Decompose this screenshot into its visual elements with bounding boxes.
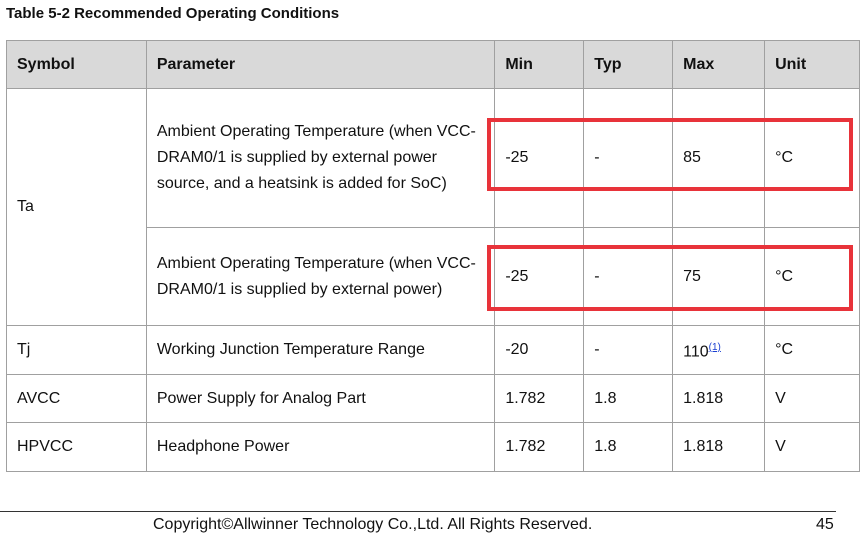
min: 1.782: [505, 389, 546, 407]
typ: 1.8: [594, 389, 617, 407]
unit-cell: V: [764, 374, 860, 423]
unit: °C: [775, 267, 794, 285]
table-row: AVCC Power Supply for Analog Part 1.782 1.8…: [6, 374, 860, 423]
header-cell: Max: [672, 40, 766, 89]
typ-cell: 1.8: [583, 422, 674, 472]
page-number: 45: [816, 516, 834, 533]
max-cell: 110(1): [672, 325, 766, 375]
parameter: Ambient Operating Temperature (when VCC-…: [156, 254, 476, 298]
highlight-box: [487, 245, 853, 311]
header-cell: Typ: [583, 40, 674, 89]
unit: V: [775, 438, 786, 455]
max: 1.818: [683, 389, 724, 407]
symbol-cell: Ta: [6, 88, 147, 326]
table-row: Tj Working Junction Temperature Range -20 -…: [6, 325, 860, 375]
typ: -: [594, 267, 600, 285]
min-cell: -20: [494, 325, 585, 375]
footer-rule: [0, 511, 836, 512]
unit: °C: [775, 341, 794, 358]
parameter: Headphone Power: [156, 438, 290, 455]
parameter-cell: Working Junction Temperature Range: [145, 325, 496, 375]
parameter: Working Junction Temperature Range: [156, 341, 425, 358]
max: 110: [683, 343, 709, 361]
max: 75: [683, 267, 701, 285]
min-cell: 1.782: [494, 374, 585, 423]
header-cell: Parameter: [145, 40, 496, 89]
min: -25: [505, 149, 529, 166]
min: -20: [505, 341, 529, 358]
parameter: Ambient Operating Temperature (when VCC-…: [156, 123, 476, 192]
table-row: HPVCC Headphone Power 1.782 1.8 1.818 V: [6, 422, 860, 472]
typ: -: [594, 341, 600, 358]
min: -25: [505, 267, 529, 285]
typ: -: [594, 149, 600, 166]
header-cell: Symbol: [6, 40, 147, 89]
unit: V: [775, 389, 786, 407]
parameter-cell: Ambient Operating Temperature (when VCC-…: [145, 227, 496, 326]
parameter-cell: Power Supply for Analog Part: [145, 374, 496, 423]
typ-cell: -: [583, 88, 674, 228]
table-row: Ta Ambient Operating Temperature (when VC…: [6, 88, 860, 326]
copyright: Copyright©Allwinner Technology Co.,Ltd. …: [153, 516, 593, 533]
unit-cell: °C: [764, 325, 860, 375]
typ-cell: -: [583, 325, 674, 375]
max: 85: [683, 149, 701, 166]
symbol-cell: HPVCC: [6, 422, 147, 472]
unit-cell: °C: [764, 88, 860, 228]
footnote-ref: (1): [708, 341, 721, 353]
max-cell: 1.818: [672, 422, 766, 472]
min: 1.782: [505, 438, 546, 455]
unit-cell: V: [764, 422, 860, 472]
highlight-box: [487, 118, 853, 191]
typ: 1.8: [594, 438, 617, 455]
header-cell: Min: [494, 40, 585, 89]
parameter: Power Supply for Analog Part: [156, 389, 366, 407]
parameter-cell: Headphone Power: [145, 422, 496, 472]
header-cell: Unit: [764, 40, 860, 89]
header-row: Symbol Parameter Min Typ Max Unit: [6, 40, 860, 89]
min-cell: 1.782: [494, 422, 585, 472]
max-cell: 1.818: [672, 374, 766, 423]
table-title: Table 5-2 Recommended Operating Conditio…: [6, 5, 340, 22]
max-cell: 85: [672, 88, 766, 228]
max: 1.818: [683, 438, 724, 455]
symbol-cell: Tj: [6, 325, 147, 375]
typ-cell: 1.8: [583, 374, 674, 423]
parameter-cell: Ambient Operating Temperature (when VCC-…: [145, 88, 496, 228]
symbol-cell: AVCC: [6, 374, 147, 423]
unit: °C: [775, 149, 794, 166]
